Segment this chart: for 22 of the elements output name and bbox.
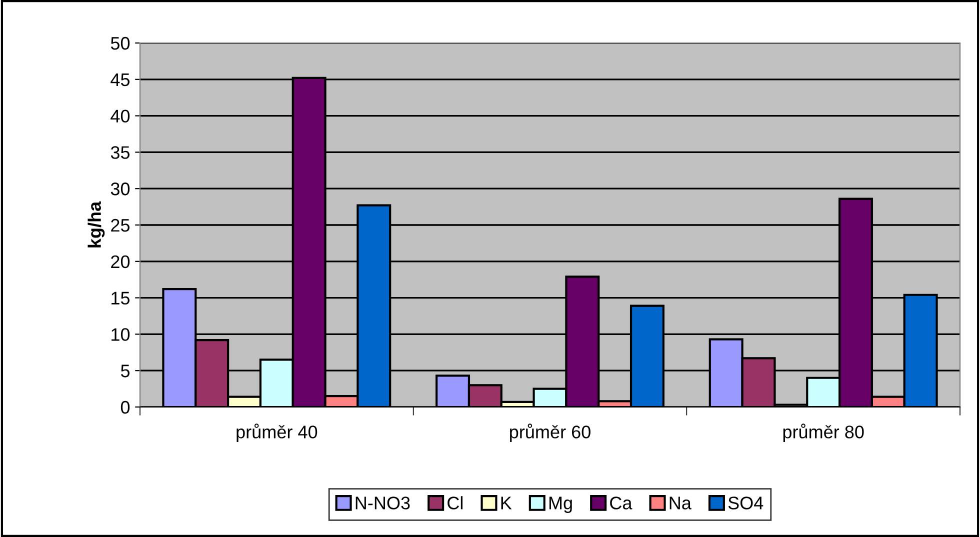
legend-label: SO4 xyxy=(728,496,764,510)
y-tick-label: 15 xyxy=(112,292,130,305)
y-tick-label: 45 xyxy=(110,74,130,86)
y-tick-label: 25 xyxy=(111,218,130,232)
y-tick-label: 20 xyxy=(111,255,130,268)
y-tick-label: 40 xyxy=(110,110,130,123)
legend-label: Mg xyxy=(549,496,572,513)
y-axis-title: kg/ha xyxy=(88,201,105,248)
y-tick-label: 35 xyxy=(110,146,130,159)
y-tick-label: 50 xyxy=(110,36,130,50)
legend-label: Na xyxy=(670,496,692,510)
x-tick-label: průměr 60 xyxy=(510,424,590,442)
x-tick-label: průměr 40 xyxy=(236,424,318,442)
y-tick-label: 10 xyxy=(112,328,130,341)
legend-label: K xyxy=(501,496,512,510)
y-tick-label: 5 xyxy=(120,364,130,378)
y-tick-label: 30 xyxy=(110,182,130,196)
legend-label: Cl xyxy=(448,496,463,510)
legend-label: N-NO3 xyxy=(356,496,410,510)
x-tick-label: průměr 80 xyxy=(783,424,864,442)
legend-label: Ca xyxy=(610,496,632,510)
y-tick-label: 0 xyxy=(120,400,130,414)
